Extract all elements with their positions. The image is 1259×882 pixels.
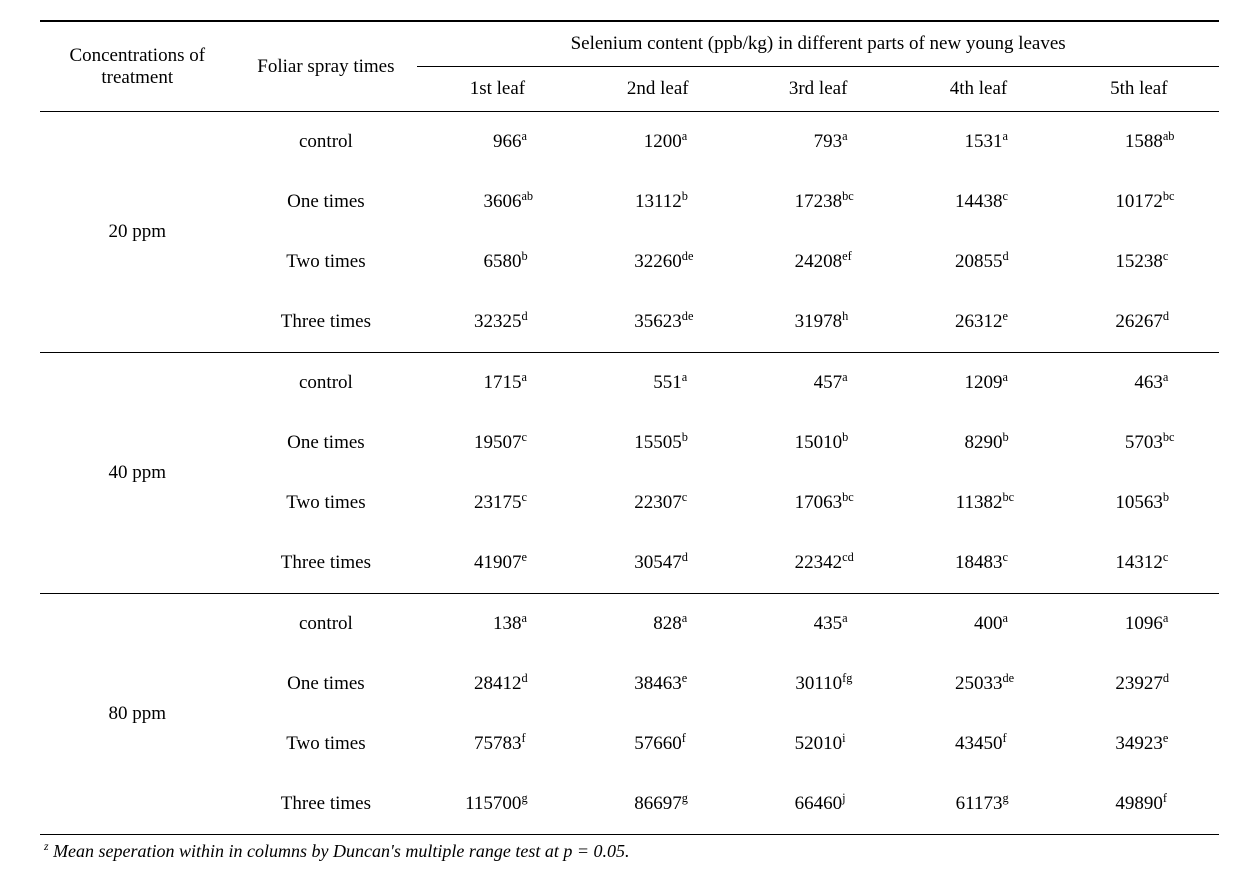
- value-cell: 18483c: [898, 533, 1058, 594]
- value-cell: 11382bc: [898, 473, 1058, 533]
- value-cell: 61173g: [898, 774, 1058, 835]
- value-cell: 1588ab: [1059, 112, 1219, 173]
- value-cell: 14438c: [898, 172, 1058, 232]
- footnote-text: Mean seperation within in columns by Dun…: [49, 841, 630, 861]
- table-row: 20 ppmcontrol966a1200a793a1531a1588ab: [40, 112, 1219, 173]
- col-header-concentration: Concentrations of treatment: [40, 21, 235, 112]
- value-cell: 31978h: [738, 292, 898, 353]
- value-cell: 23927d: [1059, 654, 1219, 714]
- value-cell: 41907e: [417, 533, 577, 594]
- spray-cell: Three times: [235, 533, 418, 594]
- value-cell: 10563b: [1059, 473, 1219, 533]
- value-cell: 26267d: [1059, 292, 1219, 353]
- concentration-cell: 80 ppm: [40, 594, 235, 835]
- spray-cell: Three times: [235, 774, 418, 835]
- value-cell: 1200a: [578, 112, 738, 173]
- value-cell: 75783f: [417, 714, 577, 774]
- value-cell: 1531a: [898, 112, 1058, 173]
- value-cell: 34923e: [1059, 714, 1219, 774]
- value-cell: 1096a: [1059, 594, 1219, 655]
- value-cell: 28412d: [417, 654, 577, 714]
- col-header-leaf-2: 2nd leaf: [578, 67, 738, 112]
- value-cell: 38463e: [578, 654, 738, 714]
- value-cell: 138a: [417, 594, 577, 655]
- value-cell: 32325d: [417, 292, 577, 353]
- col-header-leaf-4: 4th leaf: [898, 67, 1058, 112]
- value-cell: 30110fg: [738, 654, 898, 714]
- spray-cell: control: [235, 594, 418, 655]
- value-cell: 3606ab: [417, 172, 577, 232]
- value-cell: 966a: [417, 112, 577, 173]
- value-cell: 13112b: [578, 172, 738, 232]
- value-cell: 10172bc: [1059, 172, 1219, 232]
- value-cell: 457a: [738, 353, 898, 414]
- concentration-cell: 40 ppm: [40, 353, 235, 594]
- value-cell: 793a: [738, 112, 898, 173]
- value-cell: 66460j: [738, 774, 898, 835]
- value-cell: 1715a: [417, 353, 577, 414]
- value-cell: 23175c: [417, 473, 577, 533]
- table-row: 40 ppmcontrol1715a551a457a1209a463a: [40, 353, 1219, 414]
- spray-cell: One times: [235, 413, 418, 473]
- value-cell: 43450f: [898, 714, 1058, 774]
- value-cell: 551a: [578, 353, 738, 414]
- value-cell: 35623de: [578, 292, 738, 353]
- value-cell: 6580b: [417, 232, 577, 292]
- spray-cell: Two times: [235, 232, 418, 292]
- value-cell: 32260de: [578, 232, 738, 292]
- col-header-spray: Foliar spray times: [235, 21, 418, 112]
- value-cell: 52010i: [738, 714, 898, 774]
- spray-cell: Two times: [235, 473, 418, 533]
- col-header-spanning: Selenium content (ppb/kg) in different p…: [417, 21, 1219, 67]
- spray-cell: control: [235, 112, 418, 173]
- col-header-leaf-3: 3rd leaf: [738, 67, 898, 112]
- value-cell: 463a: [1059, 353, 1219, 414]
- value-cell: 25033de: [898, 654, 1058, 714]
- value-cell: 26312e: [898, 292, 1058, 353]
- value-cell: 22307c: [578, 473, 738, 533]
- col-header-leaf-1: 1st leaf: [417, 67, 577, 112]
- value-cell: 435a: [738, 594, 898, 655]
- table-row: 80 ppmcontrol138a828a435a400a1096a: [40, 594, 1219, 655]
- value-cell: 828a: [578, 594, 738, 655]
- value-cell: 14312c: [1059, 533, 1219, 594]
- spray-cell: One times: [235, 172, 418, 232]
- value-cell: 17238bc: [738, 172, 898, 232]
- spray-cell: Two times: [235, 714, 418, 774]
- value-cell: 20855d: [898, 232, 1058, 292]
- value-cell: 115700g: [417, 774, 577, 835]
- value-cell: 15238c: [1059, 232, 1219, 292]
- spray-cell: Three times: [235, 292, 418, 353]
- table-footnote: z Mean seperation within in columns by D…: [40, 841, 1219, 862]
- col-header-leaf-5: 5th leaf: [1059, 67, 1219, 112]
- value-cell: 24208ef: [738, 232, 898, 292]
- value-cell: 19507c: [417, 413, 577, 473]
- concentration-cell: 20 ppm: [40, 112, 235, 353]
- value-cell: 17063bc: [738, 473, 898, 533]
- value-cell: 57660f: [578, 714, 738, 774]
- value-cell: 5703bc: [1059, 413, 1219, 473]
- value-cell: 400a: [898, 594, 1058, 655]
- value-cell: 86697g: [578, 774, 738, 835]
- spray-cell: control: [235, 353, 418, 414]
- value-cell: 15505b: [578, 413, 738, 473]
- value-cell: 30547d: [578, 533, 738, 594]
- value-cell: 49890f: [1059, 774, 1219, 835]
- value-cell: 1209a: [898, 353, 1058, 414]
- value-cell: 15010b: [738, 413, 898, 473]
- value-cell: 22342cd: [738, 533, 898, 594]
- value-cell: 8290b: [898, 413, 1058, 473]
- selenium-content-table: Concentrations of treatment Foliar spray…: [40, 20, 1219, 835]
- spray-cell: One times: [235, 654, 418, 714]
